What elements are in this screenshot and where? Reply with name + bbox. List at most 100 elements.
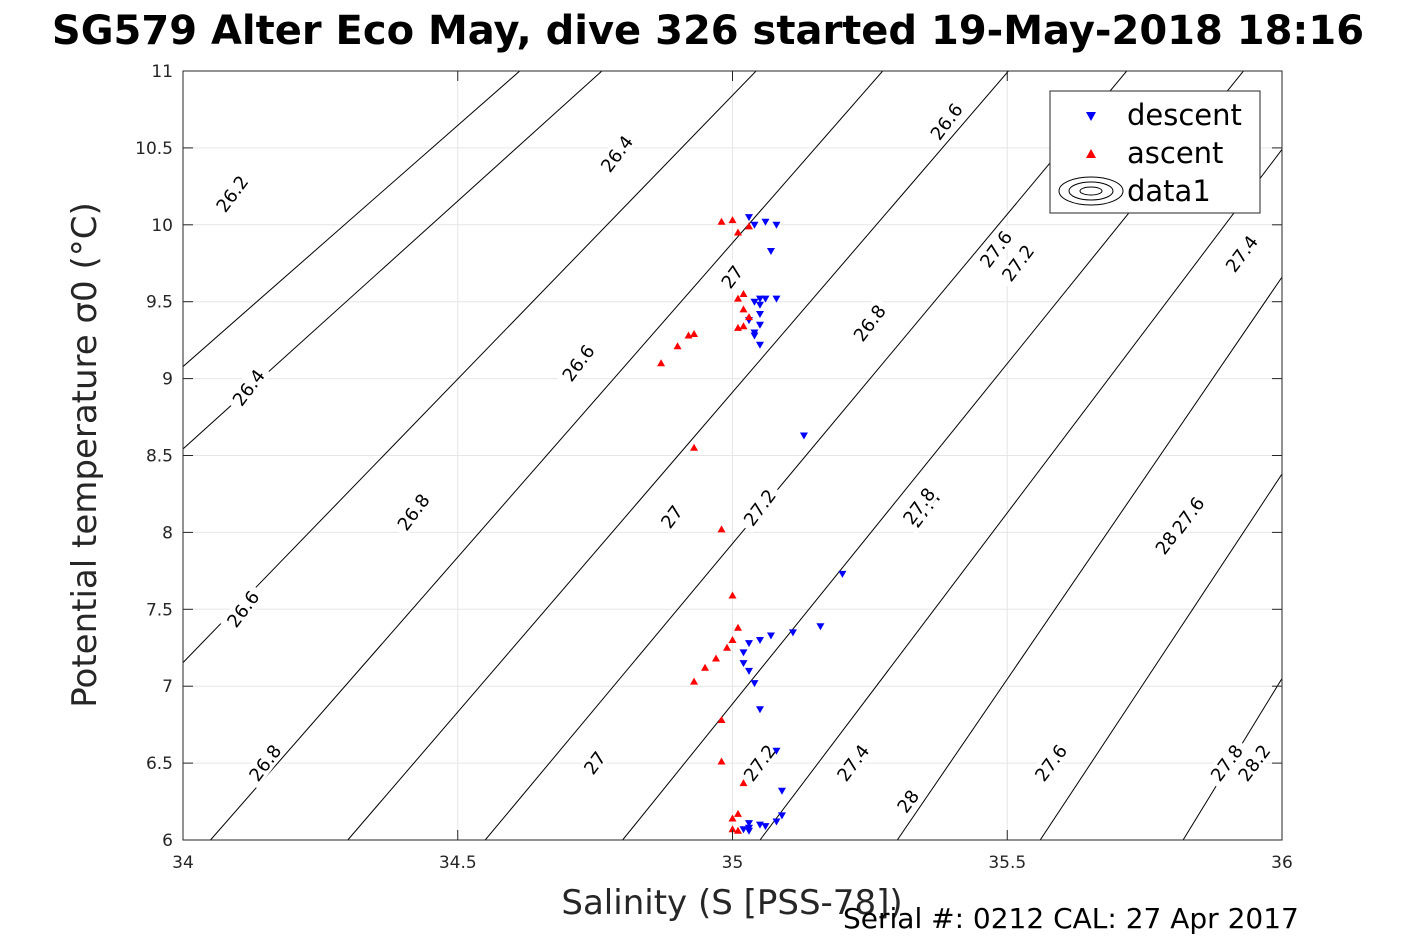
ascent-point <box>684 331 693 339</box>
contour-label: 26.8 <box>241 736 288 789</box>
ascent-point <box>717 525 726 533</box>
chart-title: SG579 Alter Eco May, dive 326 started 19… <box>52 8 1364 54</box>
ascent-point <box>733 623 742 631</box>
contour-label: 27.6 <box>1027 736 1074 789</box>
descent-point <box>750 680 759 688</box>
contour-line-27.6 <box>759 149 1282 840</box>
ascent-point <box>733 809 742 817</box>
ascent-point <box>744 222 753 230</box>
axis-ticks: 34 34.5 35 35.5 36 6 6.5 7 7.5 8 8.5 9 9.5 10 10.5 11 <box>135 62 1293 873</box>
ascent-point <box>733 826 742 834</box>
contour-line-27.8 <box>896 276 1282 840</box>
svg-text:27: 27 <box>718 262 749 293</box>
contour-label: 26.2 <box>208 167 255 220</box>
descent-point <box>788 629 797 637</box>
legend-label-descent: descent <box>1127 98 1242 132</box>
y-tick-label: 7.5 <box>146 600 173 620</box>
descent-point <box>750 298 759 306</box>
ascent-point <box>673 342 682 350</box>
descent-point <box>744 827 753 835</box>
ascent-point <box>728 636 737 644</box>
ascent-point <box>723 643 732 651</box>
contour-label: 28 <box>891 783 924 819</box>
y-tick-label: 10.5 <box>135 139 173 159</box>
ascent-point <box>739 779 748 787</box>
y-axis-label: Potential temperature σ0 (°C) <box>65 202 105 708</box>
descent-point <box>750 332 759 340</box>
descent-point <box>777 787 786 795</box>
descent-point <box>744 640 753 648</box>
contour-label: 27.4 <box>1218 227 1265 280</box>
ascent-point <box>690 677 699 685</box>
ascent-point <box>717 217 726 225</box>
serial-cal-footer: Serial #: 0212 CAL: 27 Apr 2017 <box>843 902 1299 935</box>
y-tick-label: 9 <box>162 370 173 390</box>
svg-text:28: 28 <box>893 786 924 817</box>
descent-point <box>772 295 781 303</box>
legend-label-ascent: ascent <box>1127 136 1223 170</box>
descent-point <box>739 649 748 657</box>
descent-point <box>744 820 753 828</box>
x-tick-label: 35.5 <box>988 853 1026 873</box>
y-tick-label: 10 <box>151 216 173 236</box>
ascent-point <box>701 663 710 671</box>
legend-marker-ascent <box>1086 149 1096 158</box>
y-tick-label: 7 <box>162 677 173 697</box>
x-axis-label: Salinity (S [PSS-78]) <box>561 883 902 923</box>
y-tick-label: 6.5 <box>146 754 173 774</box>
contour-label: 27 <box>654 499 688 534</box>
ascent-point <box>657 359 666 367</box>
descent-point <box>755 341 764 349</box>
ascent-point <box>733 228 742 236</box>
contour-label: 26.4 <box>593 127 640 180</box>
y-tick-label: 8 <box>162 523 173 543</box>
ascent-point <box>728 825 737 833</box>
ascent-point <box>712 654 721 662</box>
descent-point <box>816 623 825 631</box>
descent-point <box>766 632 775 640</box>
y-tick-label: 8.5 <box>146 447 173 467</box>
ascent-point <box>728 814 737 822</box>
contour-label: 27 <box>577 745 611 780</box>
x-tick-label: 34 <box>172 853 194 873</box>
x-tick-label: 36 <box>1271 853 1293 873</box>
descent-point <box>777 812 786 820</box>
ascent-point <box>717 757 726 765</box>
contour-line-26.8 <box>210 71 884 840</box>
y-tick-label: 6 <box>162 831 173 851</box>
ascent-point <box>733 323 742 331</box>
legend-label-data1: data1 <box>1127 174 1211 208</box>
ascent-point <box>690 329 699 337</box>
contour-line-28 <box>1039 473 1282 840</box>
legend: descent ascent data1 <box>1049 90 1261 214</box>
descent-point <box>772 221 781 229</box>
legend-box <box>1049 90 1261 214</box>
contour-line-27.2 <box>484 71 1128 840</box>
svg-text:27: 27 <box>657 502 688 533</box>
contour-label: 26.8 <box>846 296 893 349</box>
descent-point <box>761 823 770 831</box>
descent-point <box>755 637 764 645</box>
contour-line-27 <box>347 71 1010 840</box>
contour-line-26.4 <box>183 71 603 450</box>
descent-point <box>739 660 748 668</box>
descent-point <box>744 667 753 675</box>
descent-point <box>799 432 808 440</box>
descent-point <box>761 295 770 303</box>
descent-point <box>772 818 781 826</box>
contour-label: 27 <box>715 259 749 294</box>
contour-label: 26.6 <box>219 582 266 635</box>
descent-point <box>755 295 764 303</box>
ascent-point <box>739 305 748 313</box>
descent-point <box>750 221 759 229</box>
ascent-point <box>728 216 737 224</box>
descent-point <box>772 747 781 755</box>
ascent-point <box>739 322 748 330</box>
svg-text:27: 27 <box>580 748 611 779</box>
ascent-point <box>733 294 742 302</box>
descent-point <box>761 218 770 226</box>
legend-marker-data1-contour-icon <box>1058 176 1124 206</box>
contour-label: 26.6 <box>922 95 970 148</box>
descent-point <box>766 247 775 255</box>
ascent-point <box>717 716 726 724</box>
